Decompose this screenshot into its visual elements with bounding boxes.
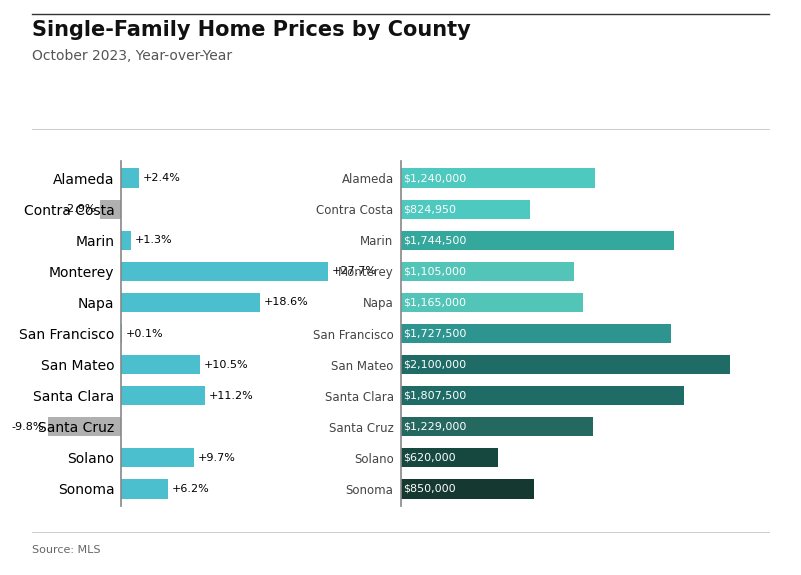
Bar [400,324,671,343]
Text: $850,000: $850,000 [403,484,456,494]
Bar [121,293,260,312]
Bar [400,200,530,219]
Bar [400,168,595,187]
Bar [121,168,139,187]
Bar [400,262,574,281]
Text: Source: MLS: Source: MLS [32,545,101,555]
Text: $1,807,500: $1,807,500 [403,390,466,401]
Text: +27.7%: +27.7% [332,266,377,277]
Bar [400,417,594,436]
Bar [99,200,121,219]
Text: $1,240,000: $1,240,000 [403,173,466,183]
Text: +6.2%: +6.2% [171,484,209,494]
Bar [400,355,730,374]
Text: October 2023, Year-over-Year: October 2023, Year-over-Year [32,49,232,63]
Bar [400,293,583,312]
Text: -9.8%: -9.8% [12,421,44,432]
Bar [48,417,121,436]
Text: $824,950: $824,950 [403,204,456,214]
Text: $1,727,500: $1,727,500 [403,328,466,339]
Bar [400,231,674,250]
Text: $620,000: $620,000 [403,453,456,463]
Bar [400,386,684,405]
Text: +0.1%: +0.1% [126,328,163,339]
Text: $1,165,000: $1,165,000 [403,297,466,308]
Text: $1,744,500: $1,744,500 [403,235,466,246]
Bar [121,448,194,467]
Text: +10.5%: +10.5% [203,359,248,370]
Bar [121,231,131,250]
Text: +11.2%: +11.2% [209,390,253,401]
Text: +9.7%: +9.7% [198,453,235,463]
Text: -2.9%: -2.9% [63,204,96,214]
Text: Single-Family Home Prices by County: Single-Family Home Prices by County [32,20,471,40]
Bar [121,480,167,499]
Bar [400,448,497,467]
Text: +18.6%: +18.6% [264,297,308,308]
Bar [121,262,328,281]
Text: +2.4%: +2.4% [143,173,181,183]
Text: $1,229,000: $1,229,000 [403,421,466,432]
Bar [121,386,205,405]
Bar [400,480,533,499]
Text: $1,105,000: $1,105,000 [403,266,466,277]
Bar [121,355,199,374]
Text: $2,100,000: $2,100,000 [403,359,466,370]
Text: +1.3%: +1.3% [135,235,172,246]
